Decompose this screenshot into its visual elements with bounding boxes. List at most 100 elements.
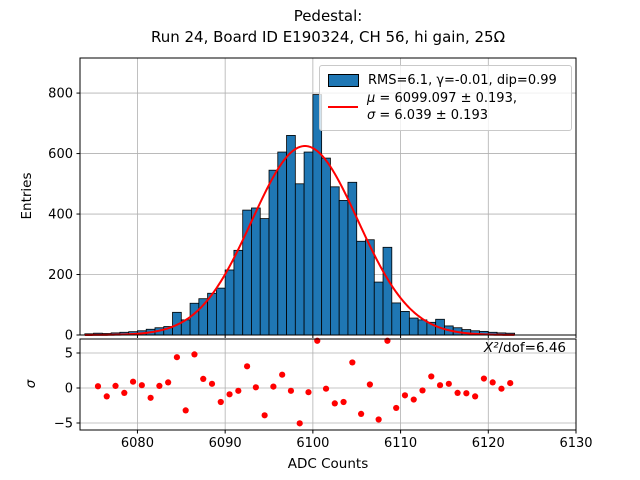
- sigma-symbol: σ: [367, 108, 376, 123]
- legend-entry-histogram: RMS=6.1, γ=-0.01, dip=0.99: [328, 72, 563, 89]
- residual-point: [94, 383, 102, 390]
- chart-title: Pedestal:: [293, 7, 363, 25]
- histogram-swatch: [328, 74, 359, 87]
- histogram-bar: [286, 135, 296, 336]
- y-tick-label: 400: [48, 208, 73, 223]
- histogram-bar: [189, 302, 200, 336]
- x-tick-label: 6110: [384, 436, 417, 451]
- residual-point: [454, 389, 461, 396]
- y-tick-label: 5: [65, 347, 73, 362]
- gaussian-fit-curve: [84, 145, 515, 336]
- residual-point: [480, 375, 488, 382]
- residual-point: [208, 380, 216, 387]
- histogram-bar: [400, 311, 410, 336]
- y-tick-label: 200: [48, 268, 73, 283]
- residual-point: [287, 387, 295, 394]
- y-tick-label: 0: [65, 329, 73, 344]
- histogram-bar: [259, 218, 270, 336]
- x-tick-label: 6080: [121, 436, 154, 451]
- residual-point: [217, 398, 224, 406]
- residual-point: [472, 393, 479, 400]
- histogram-bar: [330, 186, 340, 336]
- residual-point: [410, 396, 417, 403]
- histogram-bar: [303, 151, 314, 336]
- chi2-value: /dof=6.46: [498, 340, 567, 356]
- main-y-axis-label: Entries: [19, 172, 35, 220]
- mu-value: = 6099.097 ± 0.193,: [375, 91, 517, 106]
- residual-point: [489, 379, 496, 386]
- sigma-value: = 6.039 ± 0.193: [375, 108, 488, 123]
- residual-point: [419, 387, 426, 394]
- residual-point: [121, 389, 128, 396]
- x-tick-label: 6100: [296, 436, 329, 451]
- y-tick-label: 800: [48, 87, 73, 102]
- residual-point: [340, 398, 347, 406]
- histogram-bar: [347, 181, 358, 336]
- residual-point: [182, 407, 189, 414]
- residual-point: [147, 394, 154, 401]
- histogram-bar: [233, 249, 244, 336]
- histogram-bar: [215, 287, 226, 336]
- residual-point: [322, 385, 330, 392]
- residual-point: [191, 351, 198, 358]
- residual-axes: 5 0 −5 6080 6090 6100 6110 6120 6130: [54, 338, 593, 451]
- histogram-bar: [251, 207, 261, 336]
- histogram-bar: [408, 317, 419, 336]
- residual-point: [138, 382, 145, 389]
- histogram-bar: [338, 200, 349, 336]
- residual-point: [261, 412, 268, 419]
- histogram-bar: [373, 281, 384, 336]
- y-tick-label: 0: [65, 382, 73, 397]
- residual-point: [393, 404, 400, 412]
- histogram-bar: [356, 240, 366, 336]
- residual-point: [436, 382, 444, 389]
- chart-subtitle: Run 24, Board ID E190324, CH 56, hi gain…: [150, 28, 506, 46]
- x-tick-label: 6120: [472, 436, 505, 451]
- residual-point: [445, 380, 452, 387]
- residual-point: [226, 391, 233, 398]
- residual-point: [173, 354, 181, 361]
- histogram-bar: [417, 319, 428, 336]
- histogram-bar: [382, 246, 393, 336]
- histogram-bar: [321, 157, 331, 336]
- residual-point: [112, 382, 119, 389]
- x-tick-label: 6130: [559, 436, 592, 451]
- y-tick-label: −5: [54, 417, 73, 432]
- residual-y-axis-label: σ: [23, 379, 39, 389]
- residual-point: [200, 375, 207, 382]
- x-axis-label: ADC Counts: [287, 456, 369, 472]
- histogram-bar: [277, 151, 287, 336]
- residual-point: [252, 384, 259, 391]
- x-tick-label: 6090: [209, 436, 242, 451]
- residual-point: [243, 363, 251, 370]
- legend-histogram-label: RMS=6.1, γ=-0.01, dip=0.99: [368, 73, 557, 88]
- residual-point: [305, 389, 312, 396]
- fit-curve-group: [84, 145, 515, 336]
- histogram-bar: [391, 302, 401, 336]
- residual-point: [279, 371, 286, 378]
- chi2-annotation: X²/dof=6.46: [80, 340, 566, 356]
- residual-point: [129, 378, 137, 385]
- residual-point: [507, 380, 514, 387]
- legend-entry-fit: μ = 6099.097 ± 0.193, σ = 6.039 ± 0.193: [328, 90, 563, 124]
- residual-point: [463, 390, 470, 397]
- histogram-bar: [224, 269, 235, 336]
- residual-point: [358, 410, 365, 417]
- residual-point: [498, 385, 505, 392]
- residual-point: [331, 400, 338, 407]
- residual-point: [349, 359, 356, 366]
- residual-point: [296, 420, 303, 427]
- fit-line-swatch: [328, 106, 358, 108]
- residual-point: [366, 381, 373, 388]
- residual-point: [156, 382, 163, 389]
- histogram-bar: [294, 183, 305, 336]
- main-axes: 0 200 400 600 800: [48, 57, 577, 344]
- residual-point: [103, 393, 110, 400]
- chi2-symbol: X²: [483, 340, 499, 356]
- y-tick-label: 600: [48, 147, 73, 162]
- mu-symbol: μ: [367, 91, 376, 106]
- residual-point: [165, 379, 172, 386]
- residual-point: [235, 387, 242, 394]
